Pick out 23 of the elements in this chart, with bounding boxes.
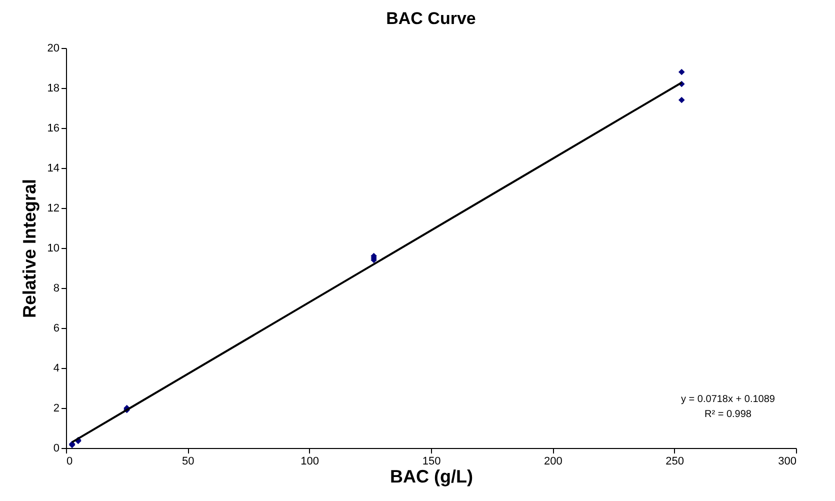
x-axis-title: BAC (g/L) [390, 466, 473, 486]
annotation: R² = 0.998 [704, 409, 752, 420]
x-tick-label: 50 [182, 456, 194, 468]
x-tick-label: 100 [300, 456, 320, 468]
y-tick-label: 4 [53, 362, 60, 374]
chart-title: BAC Curve [386, 9, 476, 28]
y-tick-label: 2 [53, 402, 60, 414]
y-tick-label: 20 [47, 42, 60, 54]
x-tick-label: 150 [422, 456, 441, 468]
y-tick-label: 16 [47, 122, 60, 134]
y-tick-label: 0 [53, 442, 60, 454]
y-tick-label: 14 [47, 162, 60, 174]
x-tick-label: 0 [66, 456, 73, 468]
x-tick-label: 300 [778, 456, 796, 468]
x-tick-label: 200 [544, 456, 562, 468]
y-axis-title: Relative Integral [19, 178, 40, 318]
y-tick-label: 18 [47, 82, 60, 94]
y-tick-label: 6 [53, 322, 60, 334]
y-tick-label: 10 [47, 242, 60, 254]
y-tick-label: 12 [47, 202, 60, 214]
annotation: y = 0.0718x + 0.1089 [681, 394, 776, 405]
y-tick-label: 8 [53, 282, 60, 294]
x-tick-label: 250 [666, 456, 684, 468]
